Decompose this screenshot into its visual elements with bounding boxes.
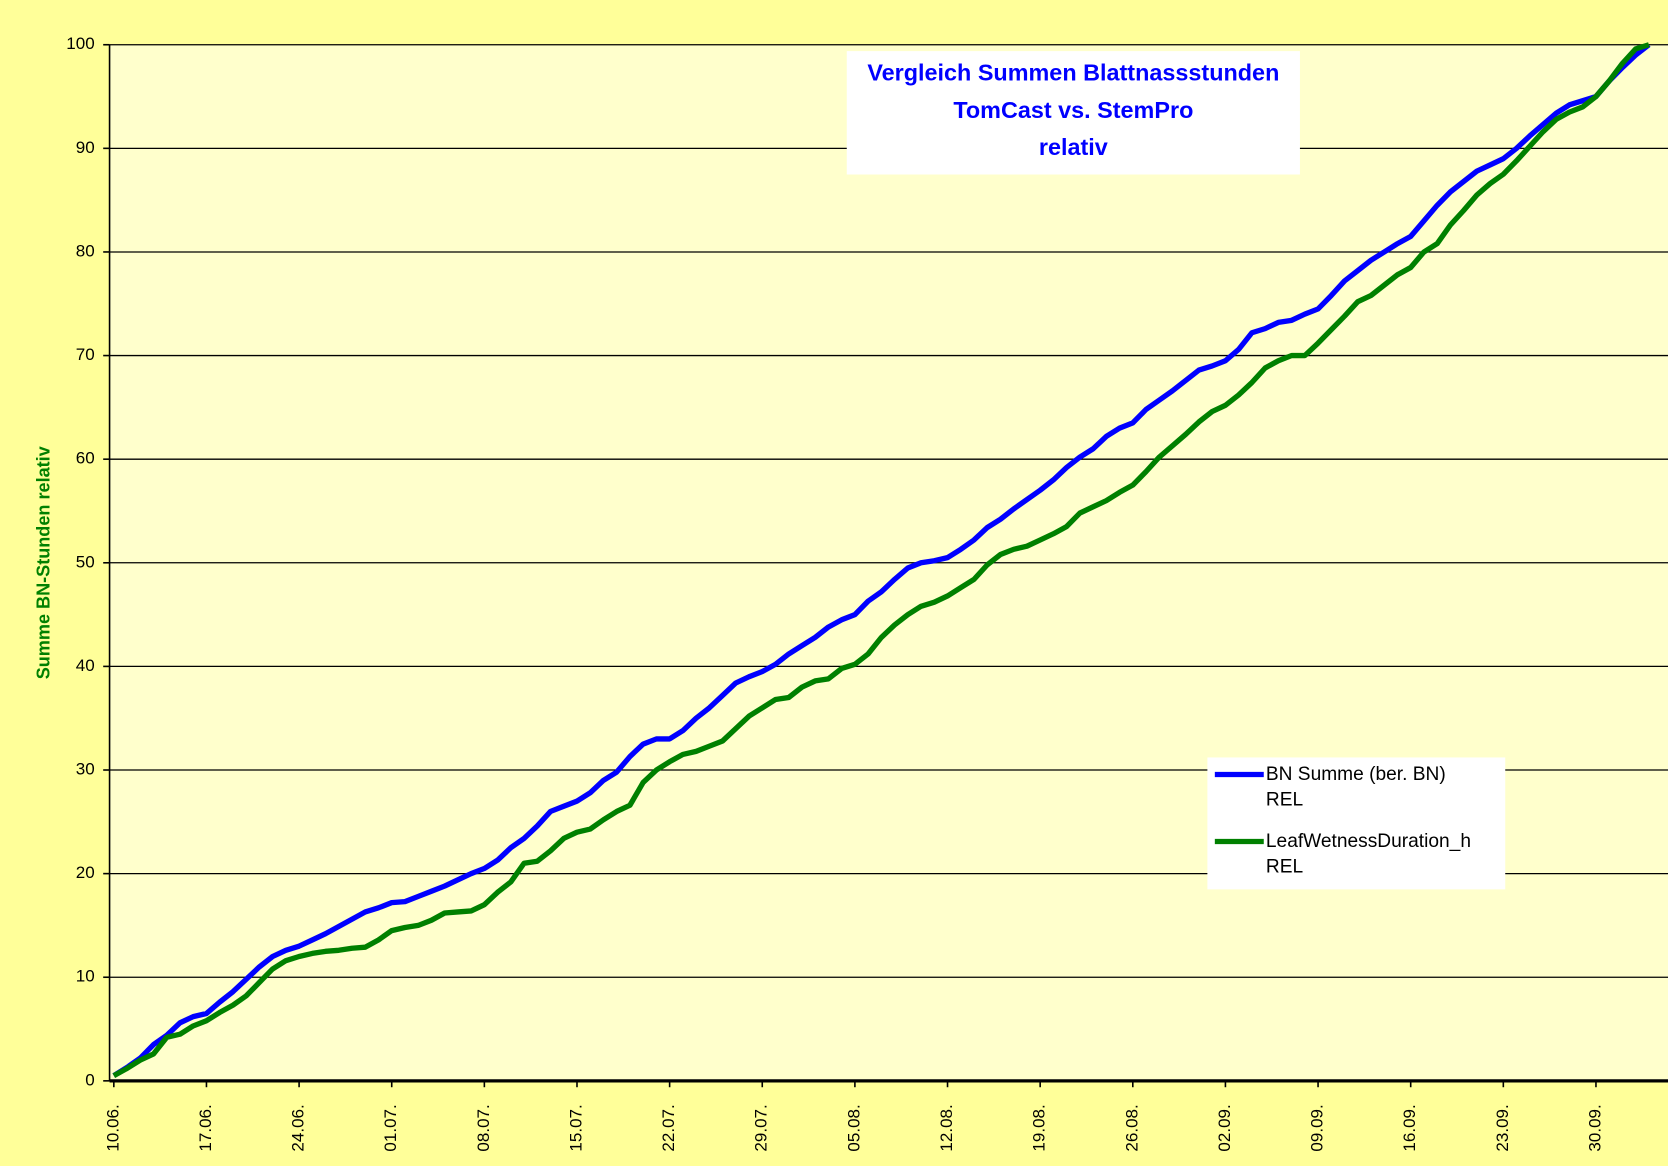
title-box <box>846 51 1300 175</box>
x-tick-label: 23.09. <box>1493 1104 1512 1151</box>
y-tick-label: 50 <box>76 552 95 571</box>
chart-title: TomCast vs. StemPro <box>953 97 1193 123</box>
series-line <box>112 42 1651 1078</box>
x-tick-label: 22.07. <box>659 1104 678 1151</box>
series-line <box>112 42 1650 1078</box>
y-tick-label: 20 <box>76 863 95 882</box>
y-tick-label: 80 <box>76 241 95 260</box>
x-tick-label: 19.08. <box>1030 1104 1049 1151</box>
x-tick-label: 15.07. <box>566 1104 585 1151</box>
y-tick-label: 40 <box>76 656 95 675</box>
x-tick-label: 26.08. <box>1122 1104 1141 1151</box>
legend-box <box>1207 757 1506 890</box>
x-tick-label: 12.08. <box>937 1104 956 1151</box>
y-tick-label: 90 <box>76 138 95 157</box>
x-tick-label: 16.09. <box>1400 1104 1419 1151</box>
x-tick-label: 05.08. <box>844 1104 863 1151</box>
y-axis-label: Summe BN-Stunden relativ <box>33 446 53 679</box>
x-tick-label: 02.09. <box>1215 1104 1234 1151</box>
chart-title: relativ <box>1039 134 1108 160</box>
x-tick-label: 08.07. <box>474 1104 493 1151</box>
y-tick-label: 30 <box>76 760 95 779</box>
chart-title: Vergleich Summen Blattnassstunden <box>867 60 1279 86</box>
x-tick-label: 17.06. <box>196 1104 215 1151</box>
y-tick-label: 0 <box>85 1070 94 1089</box>
x-tick-label: 30.09. <box>1585 1104 1604 1151</box>
x-tick-label: 29.07. <box>752 1104 771 1151</box>
y-tick-label: 70 <box>76 345 95 364</box>
x-tick-label: 10.06. <box>103 1104 122 1151</box>
legend-entry: BN Summe (ber. BN) REL <box>1265 762 1446 810</box>
x-tick-label: 09.09. <box>1308 1104 1327 1151</box>
legend-label: LeafWetnessDuration_h REL <box>1265 829 1471 877</box>
y-tick-label: 60 <box>76 449 95 468</box>
x-tick-label: 01.07. <box>381 1104 400 1151</box>
x-tick-label: 24.06. <box>289 1104 308 1151</box>
y-tick-label: 100 <box>66 34 94 53</box>
y-tick-label: 10 <box>76 967 95 986</box>
legend-entry: LeafWetnessDuration_h REL <box>1265 829 1471 877</box>
legend-label: BN Summe (ber. BN) REL <box>1265 762 1446 810</box>
